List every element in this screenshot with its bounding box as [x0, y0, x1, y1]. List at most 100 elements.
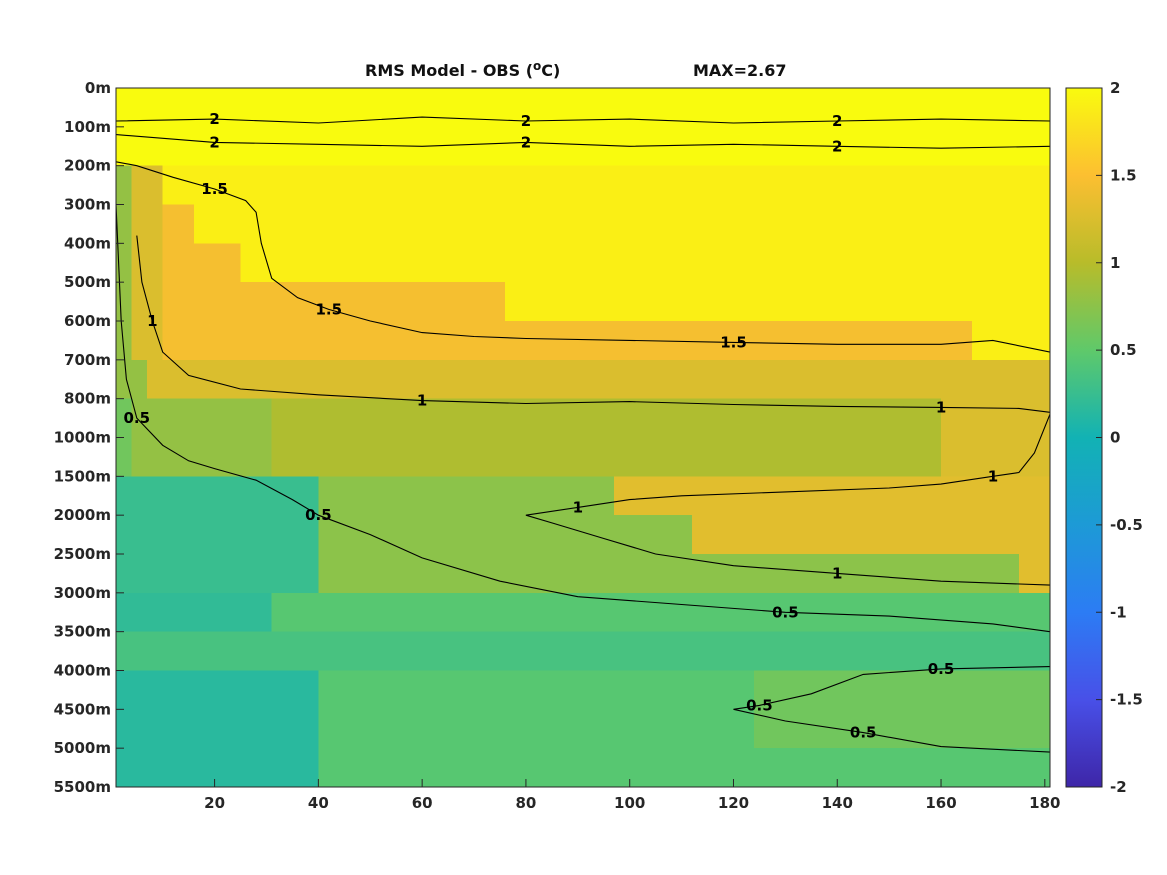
heatmap-cell	[583, 631, 600, 672]
heatmap-cell	[271, 359, 288, 400]
heatmap-cell	[754, 709, 771, 749]
heatmap-cell	[411, 631, 428, 672]
heatmap-cell	[972, 515, 989, 555]
heatmap-cell	[723, 243, 740, 283]
heatmap-cell	[723, 437, 740, 477]
heatmap-cell	[645, 398, 662, 439]
heatmap-cell	[131, 670, 148, 710]
heatmap-cell	[178, 88, 195, 128]
heatmap-cell	[318, 631, 335, 672]
heatmap-cell	[894, 515, 911, 555]
heatmap-cell	[972, 670, 989, 710]
heatmap-cell	[193, 748, 210, 787]
y-tick-label: 800m	[64, 390, 111, 408]
heatmap-cell	[442, 359, 460, 400]
heatmap-cell	[1018, 631, 1036, 672]
heatmap-cell	[941, 748, 958, 787]
heatmap-cell	[629, 359, 646, 400]
heatmap-cell	[333, 359, 351, 400]
heatmap-cell	[396, 359, 413, 400]
heatmap-cell	[256, 592, 273, 633]
heatmap-cell	[598, 243, 615, 283]
heatmap-cell	[380, 359, 397, 400]
heatmap-cell	[863, 398, 880, 439]
contour-label: 2	[209, 110, 219, 128]
heatmap-cell	[474, 321, 491, 361]
heatmap-cell	[878, 359, 895, 400]
heatmap-cell	[193, 321, 210, 361]
colorbar-tick-label: -2	[1110, 778, 1127, 796]
heatmap-cell	[489, 88, 506, 128]
heatmap-cell	[209, 165, 226, 206]
heatmap-cell	[691, 631, 709, 672]
heatmap-cell	[505, 243, 522, 283]
heatmap-cell	[240, 243, 257, 283]
heatmap-cell	[614, 437, 631, 477]
heatmap-cell	[162, 748, 179, 787]
heatmap-cell	[256, 437, 273, 477]
heatmap-cell	[941, 515, 958, 555]
heatmap-cell	[707, 437, 724, 477]
heatmap-cell	[598, 631, 615, 672]
heatmap-cell	[287, 165, 304, 206]
heatmap-cell	[209, 88, 226, 128]
heatmap-cell	[271, 476, 288, 516]
heatmap-cell	[1018, 359, 1036, 400]
heatmap-cell	[785, 515, 802, 555]
heatmap-cell	[800, 88, 818, 128]
heatmap-cell	[956, 282, 973, 322]
x-tick-label: 100	[614, 794, 645, 812]
heatmap-cell	[925, 476, 942, 516]
heatmap-cell	[193, 670, 210, 710]
heatmap-cell	[785, 748, 802, 787]
heatmap-cell	[474, 748, 491, 787]
heatmap-cell	[972, 126, 989, 167]
heatmap-cell	[333, 437, 351, 477]
y-tick-label: 1500m	[54, 467, 111, 485]
heatmap-cell	[847, 437, 864, 477]
heatmap-cell	[489, 437, 506, 477]
heatmap-cell	[302, 359, 319, 400]
heatmap-cell	[116, 126, 133, 167]
heatmap-cell	[442, 282, 460, 322]
heatmap-cell	[131, 282, 148, 322]
heatmap-cell	[318, 670, 335, 710]
heatmap-cell	[987, 670, 1004, 710]
heatmap-cell	[162, 554, 179, 594]
heatmap-cell	[909, 631, 927, 672]
heatmap-cell	[240, 631, 257, 672]
heatmap-cell	[474, 243, 491, 283]
x-tick-label: 20	[204, 794, 225, 812]
heatmap-cell	[551, 321, 569, 361]
heatmap-cell	[941, 282, 958, 322]
heatmap-cell	[1018, 748, 1036, 787]
contour-label: 1	[988, 467, 998, 485]
heatmap-cell	[240, 437, 257, 477]
heatmap-cell	[505, 165, 522, 206]
heatmap-cell	[318, 592, 335, 633]
plot-area	[116, 88, 1050, 787]
heatmap-cell	[411, 554, 428, 594]
heatmap-cell	[567, 515, 584, 555]
y-tick-label: 5000m	[54, 739, 111, 757]
heatmap-cell	[178, 165, 195, 206]
heatmap-cell	[536, 126, 553, 167]
heatmap-cell	[769, 592, 786, 633]
heatmap-cell	[583, 437, 600, 477]
contour-label: 2	[521, 112, 531, 130]
heatmap-cell	[193, 88, 210, 128]
heatmap-cell	[162, 88, 179, 128]
heatmap-cell	[645, 165, 662, 206]
heatmap-cell	[536, 515, 553, 555]
heatmap-cell	[162, 243, 179, 283]
heatmap-cell	[333, 515, 351, 555]
heatmap-cell	[162, 592, 179, 633]
heatmap-cell	[193, 631, 210, 672]
heatmap-cell	[147, 359, 164, 400]
heatmap-cell	[567, 670, 584, 710]
heatmap-cell	[224, 748, 242, 787]
heatmap-cell	[380, 515, 397, 555]
heatmap-cell	[147, 88, 164, 128]
heatmap-cell	[598, 204, 615, 244]
heatmap-cell	[411, 165, 428, 206]
